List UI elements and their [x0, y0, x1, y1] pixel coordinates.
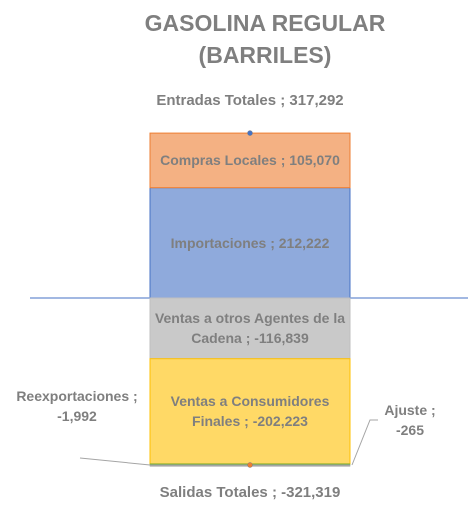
total-marker [247, 462, 253, 468]
total-marker [247, 130, 253, 136]
bar-segment [149, 358, 351, 465]
chart-title: GASOLINA REGULAR [144, 10, 386, 36]
data-label: Reexportaciones ; -1,992 [16, 388, 138, 424]
bar-segment [149, 132, 351, 189]
data-label: Compras Locales ; 105,070 [160, 152, 340, 169]
data-label: Ventas a Consumidores Finales ; -202,223 [170, 393, 330, 430]
total-label: Entradas Totales ; 317,292 [156, 92, 344, 110]
total-label: Salidas Totales ; -321,319 [159, 484, 341, 501]
data-label: Ventas a otros Agentes de la Cadena ; -1… [154, 310, 346, 347]
leader-line [351, 419, 378, 466]
leader-line [79, 457, 151, 466]
data-label: Importaciones ; 212,222 [170, 234, 330, 251]
chart-subtitle: (BARRILES) [198, 42, 332, 68]
data-label: Ajuste ; -265 [384, 402, 436, 438]
